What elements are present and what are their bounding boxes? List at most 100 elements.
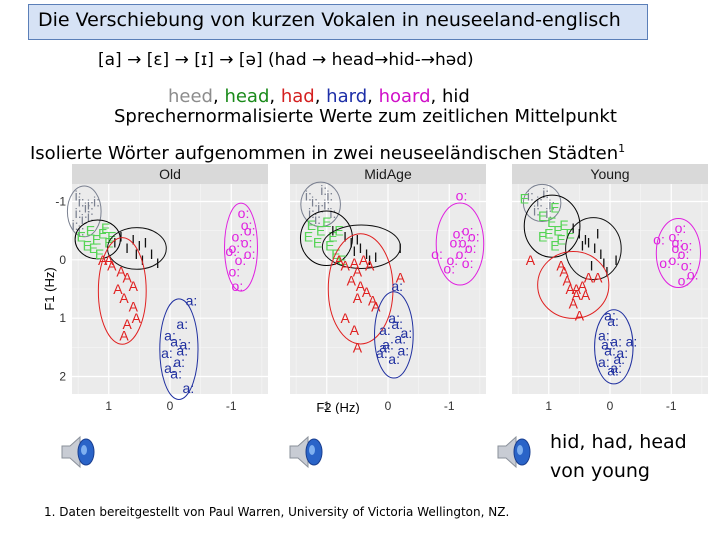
word-head: head <box>224 86 270 107</box>
speaker-icon[interactable] <box>284 432 324 472</box>
panel-title: MidAge <box>364 166 412 182</box>
data-point: i: <box>84 199 91 215</box>
confidence-ellipse <box>537 251 610 319</box>
data-point: I <box>331 223 335 239</box>
data-point: A <box>334 252 344 268</box>
word-sep: , <box>212 86 225 107</box>
slide-title: Die Verschiebung von kurzen Vokalen in n… <box>38 9 621 31</box>
data-point: i: <box>536 194 543 210</box>
data-point: o: <box>238 205 250 221</box>
x-tick-label: 1 <box>545 399 552 413</box>
confidence-ellipse <box>594 309 634 385</box>
data-point: i: <box>542 185 549 201</box>
data-point: A <box>122 316 132 332</box>
data-point: I <box>596 226 600 242</box>
data-point: E <box>95 246 104 262</box>
data-point: I <box>343 229 347 245</box>
data-point: A <box>365 258 375 274</box>
data-point: o: <box>672 240 684 256</box>
data-point: o: <box>681 237 693 253</box>
data-point: E <box>334 223 343 239</box>
confidence-ellipse <box>159 298 199 400</box>
title-banner <box>28 4 648 40</box>
data-point: A <box>129 278 139 294</box>
data-point: I <box>119 229 123 245</box>
data-point: a: <box>607 313 619 329</box>
data-point: A <box>593 269 603 285</box>
data-point: o: <box>232 229 244 245</box>
subtitle: Sprechernormalisierte Werte zum zeitlich… <box>114 106 617 127</box>
data-point: E <box>337 252 346 268</box>
data-point: E <box>550 199 559 215</box>
data-point: i: <box>93 194 100 210</box>
data-point: E <box>322 214 331 230</box>
data-point: i: <box>533 202 540 218</box>
data-point: a: <box>610 360 622 376</box>
data-point: I <box>140 252 144 268</box>
data-point: A <box>526 252 536 268</box>
data-point: a: <box>161 345 173 361</box>
x-tick-label: -1 <box>226 399 237 413</box>
data-point: A <box>107 258 117 274</box>
x-tick-label: -1 <box>666 399 677 413</box>
data-point: o: <box>456 246 468 262</box>
speaker-icon[interactable] <box>492 432 532 472</box>
data-point: I <box>144 234 148 250</box>
data-point: o: <box>244 223 256 239</box>
speaker-icon[interactable] <box>56 432 96 472</box>
data-point: I <box>365 246 369 262</box>
data-point: I <box>349 234 353 250</box>
data-point: E <box>553 223 562 239</box>
data-point: o: <box>241 234 253 250</box>
data-point: a: <box>170 366 182 382</box>
data-point: a: <box>388 351 400 367</box>
data-point: A <box>371 299 381 315</box>
data-point: a: <box>394 331 406 347</box>
data-point: a: <box>164 360 176 376</box>
data-point: E <box>547 214 556 230</box>
data-point: I <box>134 246 138 262</box>
data-point: i: <box>314 211 321 227</box>
data-point: E <box>304 229 313 245</box>
audio-caption: hid, had, head von young <box>550 428 687 486</box>
data-point: i: <box>87 196 94 212</box>
data-point: i: <box>320 182 327 198</box>
data-point: I <box>605 264 609 280</box>
data-point: i: <box>317 199 324 215</box>
data-point: o: <box>678 272 690 288</box>
footnote: 1. Daten bereitgestellt von Paul Warren,… <box>44 505 510 519</box>
data-point: A <box>569 296 579 312</box>
data-point: i: <box>323 196 330 212</box>
word-had: had <box>280 86 315 107</box>
data-point: o: <box>244 246 256 262</box>
data-point: i: <box>75 188 82 204</box>
word-sep: , <box>314 86 327 107</box>
data-point: i: <box>87 208 94 224</box>
data-point: I <box>358 240 362 256</box>
data-point: I <box>398 240 402 256</box>
panel-strip <box>290 164 486 184</box>
data-point: I <box>150 246 154 262</box>
data-point: o: <box>443 261 455 277</box>
data-point: I <box>593 240 597 256</box>
data-point: a: <box>379 339 391 355</box>
data-point: E <box>316 223 325 239</box>
confidence-ellipse <box>74 219 121 260</box>
data-point: A <box>575 307 585 323</box>
description-text: Isolierte Wörter aufgenommen in zwei neu… <box>30 143 619 164</box>
data-point: E <box>559 217 568 233</box>
data-point: I <box>599 246 603 262</box>
data-point: i: <box>326 188 333 204</box>
data-point: E <box>520 191 529 207</box>
data-point: A <box>113 281 123 297</box>
data-point: A <box>572 287 582 303</box>
data-point: A <box>350 322 360 338</box>
data-point: E <box>556 231 565 247</box>
data-point: E <box>83 237 92 253</box>
confidence-ellipse <box>66 185 102 238</box>
data-point: o: <box>431 246 443 262</box>
data-point: a: <box>391 316 403 332</box>
data-point: o: <box>235 252 247 268</box>
data-point: o: <box>459 234 471 250</box>
